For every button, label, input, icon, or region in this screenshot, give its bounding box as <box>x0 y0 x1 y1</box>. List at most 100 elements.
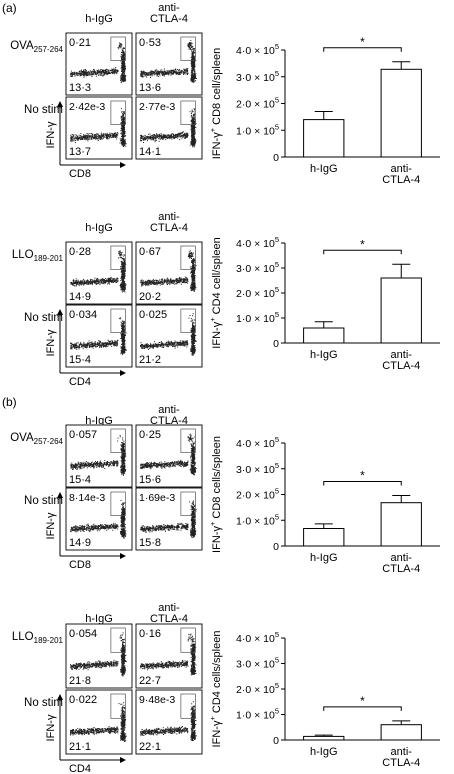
flow-density-cloud <box>140 107 197 148</box>
lower-gate-percent: 13·7 <box>69 146 91 158</box>
y-tick-label: 1·0 × 105 <box>236 512 279 527</box>
x-category-label: CTLA-4 <box>382 563 420 575</box>
bar-1 <box>380 68 422 158</box>
y-tick-label: 3·0 × 105 <box>236 260 279 275</box>
bar-0 <box>303 119 345 158</box>
flow-block-a-cd8: h-IgG anti-CTLA-4 OVA257-264 0·21 13·3 0·53 13… <box>10 2 203 180</box>
y-tick-label: 0 <box>273 735 279 747</box>
x-category-label: CTLA-4 <box>382 174 420 186</box>
row-label-no-stim: No stim <box>24 104 63 116</box>
upper-gate <box>110 245 126 270</box>
upper-gate-percent: 0·057 <box>69 429 97 441</box>
upper-gate-percent: 2·77e-3 <box>139 101 175 113</box>
flow-density-cloud <box>140 433 197 476</box>
arrowhead-icon <box>57 694 63 700</box>
bar-0 <box>303 528 345 547</box>
flow-density-cloud <box>70 250 127 293</box>
upper-gate-percent: 1·69e-3 <box>139 492 175 504</box>
upper-gate <box>180 100 196 125</box>
panel-label: (b) <box>2 395 17 409</box>
y-tick-label: 3·0 × 105 <box>236 69 279 84</box>
x-category-label: h-IgG <box>310 552 338 564</box>
column-header-higg: h-IgG <box>85 415 113 427</box>
y-axis-label: IFN-γ+ CD4 cells/spleen <box>208 631 223 748</box>
bar-1 <box>380 502 422 547</box>
upper-gate-percent: 0·53 <box>139 37 161 49</box>
bar-0 <box>303 735 345 741</box>
upper-gate-percent: 0·28 <box>69 246 91 258</box>
column-header-anti: anti- <box>158 602 180 614</box>
lower-gate-percent: 14·9 <box>69 291 91 303</box>
upper-gate <box>110 491 126 516</box>
upper-gate <box>180 428 196 453</box>
arrowhead-icon <box>120 553 126 559</box>
lower-gate-percent: 20·2 <box>139 291 161 303</box>
flow-block-b-cd4: h-IgG anti-CTLA-4 LLO189-201 0·054 21·8 0·16 2… <box>12 602 203 774</box>
x-category-label: anti- <box>391 349 413 361</box>
lower-gate-percent: 21·8 <box>69 675 91 687</box>
column-header-ctla4: CTLA-4 <box>150 415 188 427</box>
ifn-gamma-axis-label: IFN-γ <box>45 329 57 356</box>
significance-star: * <box>360 694 365 708</box>
flow-density-cloud <box>70 317 127 356</box>
column-header-anti: anti- <box>158 2 180 14</box>
panel-label: (a) <box>2 1 17 15</box>
ifn-gamma-axis-label: IFN-γ <box>45 121 57 148</box>
upper-gate <box>180 308 196 333</box>
column-header-anti: anti- <box>158 211 180 223</box>
upper-gate <box>180 245 196 270</box>
flow-plot-frame <box>135 96 203 160</box>
upper-gate <box>110 36 126 61</box>
bar-chart-3: 0 1·0 × 105 2·0 × 105 3·0 × 105 4·0 × 105 IFN… <box>208 630 440 769</box>
upper-gate-percent: 0·25 <box>139 429 161 441</box>
y-tick-label: 1·0 × 105 <box>236 122 279 137</box>
arrowhead-icon <box>120 757 126 763</box>
bar-1 <box>380 277 422 344</box>
lower-gate-percent: 15·6 <box>139 474 161 486</box>
y-tick-label: 2·0 × 105 <box>236 96 279 111</box>
ifn-gamma-axis-label: IFN-γ <box>45 512 57 539</box>
upper-gate-percent: 0·67 <box>139 246 161 258</box>
upper-gate <box>180 36 196 61</box>
lower-gate-percent: 22·7 <box>139 675 161 687</box>
lower-gate-percent: 22·1 <box>139 741 161 753</box>
lower-gate-percent: 13·6 <box>139 82 161 94</box>
lower-gate-percent: 15·4 <box>69 354 91 366</box>
column-header-higg: h-IgG <box>85 13 113 25</box>
y-tick-label: 1·0 × 105 <box>236 707 279 722</box>
flow-density-cloud <box>70 42 127 83</box>
significance-bracket <box>323 47 402 52</box>
row-label-stim: OVA257-264 <box>10 432 63 446</box>
flow-density-cloud <box>70 108 127 148</box>
x-category-label: anti- <box>391 163 413 175</box>
row-label-no-stim: No stim <box>24 312 63 324</box>
flow-block-b-cd8: h-IgG anti-CTLA-4 OVA257-264 0·057 15·4 0·25 1… <box>10 404 203 571</box>
x-category-label: CTLA-4 <box>382 360 420 372</box>
cd8-axis-label: CD8 <box>69 168 91 180</box>
y-tick-label: 0 <box>273 338 279 350</box>
upper-gate-percent: 0·025 <box>139 309 167 321</box>
flow-density-cloud <box>140 500 197 538</box>
column-header-higg: h-IgG <box>85 222 113 234</box>
significance-bracket <box>323 481 402 486</box>
cd8-axis-label: CD8 <box>69 559 91 571</box>
significance-bracket <box>323 249 402 255</box>
flow-plot-frame <box>65 32 133 96</box>
cd4-axis-label: CD4 <box>69 763 91 774</box>
row-label-no-stim: No stim <box>24 697 63 709</box>
x-category-label: anti- <box>391 746 413 758</box>
lower-gate-percent: 15·4 <box>69 474 91 486</box>
lower-gate-percent: 13·3 <box>69 82 91 94</box>
lower-gate-percent: 21·1 <box>69 741 91 753</box>
upper-gate <box>110 308 126 333</box>
flow-density-cloud <box>140 39 197 83</box>
upper-gate-percent: 8·14e-3 <box>69 492 105 504</box>
x-category-label: h-IgG <box>310 746 338 758</box>
bar-1 <box>380 724 422 741</box>
y-tick-label: 3·0 × 105 <box>236 461 279 476</box>
y-tick-label: 4·0 × 105 <box>236 235 279 250</box>
flow-density-cloud <box>70 435 127 476</box>
row-label-no-stim: No stim <box>24 495 63 507</box>
arrowhead-icon <box>57 492 63 498</box>
